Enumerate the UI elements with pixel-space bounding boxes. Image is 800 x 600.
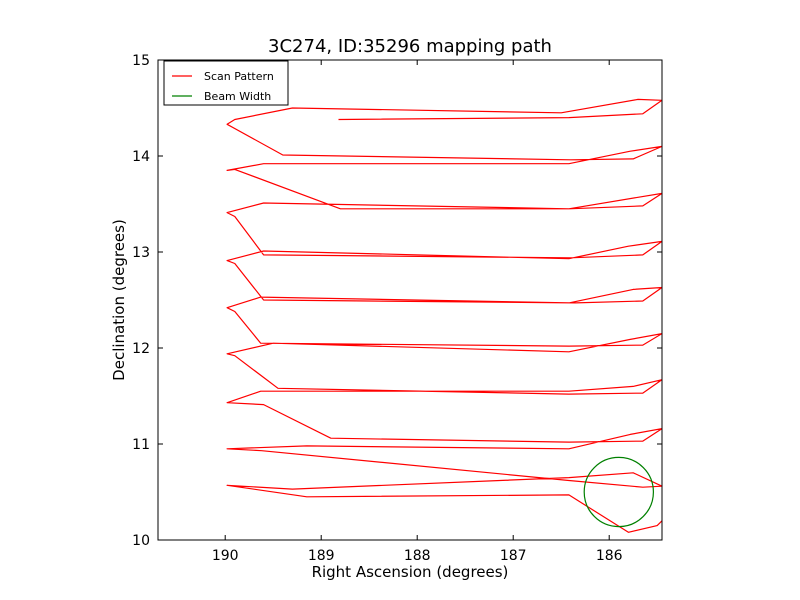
x-tick-label: 187 bbox=[500, 548, 527, 564]
y-tick-label: 12 bbox=[132, 341, 150, 357]
x-tick-label: 189 bbox=[308, 548, 335, 564]
y-tick-label: 15 bbox=[132, 53, 150, 69]
x-tick-label: 190 bbox=[212, 548, 239, 564]
x-tick-label: 186 bbox=[596, 548, 623, 564]
y-tick-label: 11 bbox=[132, 437, 150, 453]
y-axis-label: Declination (degrees) bbox=[110, 219, 128, 381]
legend-box bbox=[163, 60, 289, 106]
legend-label-beam-width: Beam Width bbox=[204, 90, 271, 103]
legend: Scan Pattern Beam Width bbox=[163, 60, 289, 106]
x-axis-label: Right Ascension (degrees) bbox=[312, 563, 509, 581]
y-tick-label: 13 bbox=[132, 245, 150, 261]
series-scan-pattern-line bbox=[226, 98, 662, 533]
chart-title: 3C274, ID:35296 mapping path bbox=[268, 36, 552, 57]
x-tick-label: 188 bbox=[404, 548, 431, 564]
plot-frame bbox=[157, 59, 663, 541]
series-beam-width-circle bbox=[583, 456, 655, 528]
plot-area: 190 189 188 187 186 10 11 12 13 14 15 bbox=[132, 53, 663, 564]
y-tick-label: 10 bbox=[132, 533, 150, 549]
y-tick-label: 14 bbox=[132, 149, 150, 165]
legend-label-scan-pattern: Scan Pattern bbox=[204, 70, 274, 83]
